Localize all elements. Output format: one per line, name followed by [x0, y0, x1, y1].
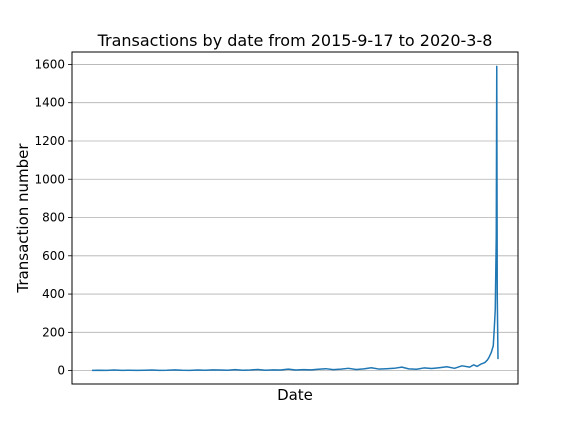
plot-frame [71, 51, 519, 385]
y-axis-label: Transaction number [14, 143, 32, 294]
y-tick-label: 600 [42, 249, 65, 263]
x-axis-label: Date [277, 386, 313, 404]
y-tick-label: 1000 [34, 172, 65, 186]
y-tick-label: 0 [57, 364, 65, 378]
y-tick-label: 400 [42, 287, 65, 301]
y-tick-label: 200 [42, 325, 65, 339]
series-line [91, 65, 499, 372]
y-tick-label: 1600 [34, 57, 65, 71]
data-series [91, 65, 499, 372]
chart-title: Transactions by date from 2015-9-17 to 2… [97, 31, 493, 50]
y-axis-ticks: 0 200 400 600 800 1000 1200 1400 1600 [34, 57, 72, 378]
y-tick-label: 1200 [34, 134, 65, 148]
y-tick-label: 1400 [34, 96, 65, 110]
y-tick-label: 800 [42, 211, 65, 225]
